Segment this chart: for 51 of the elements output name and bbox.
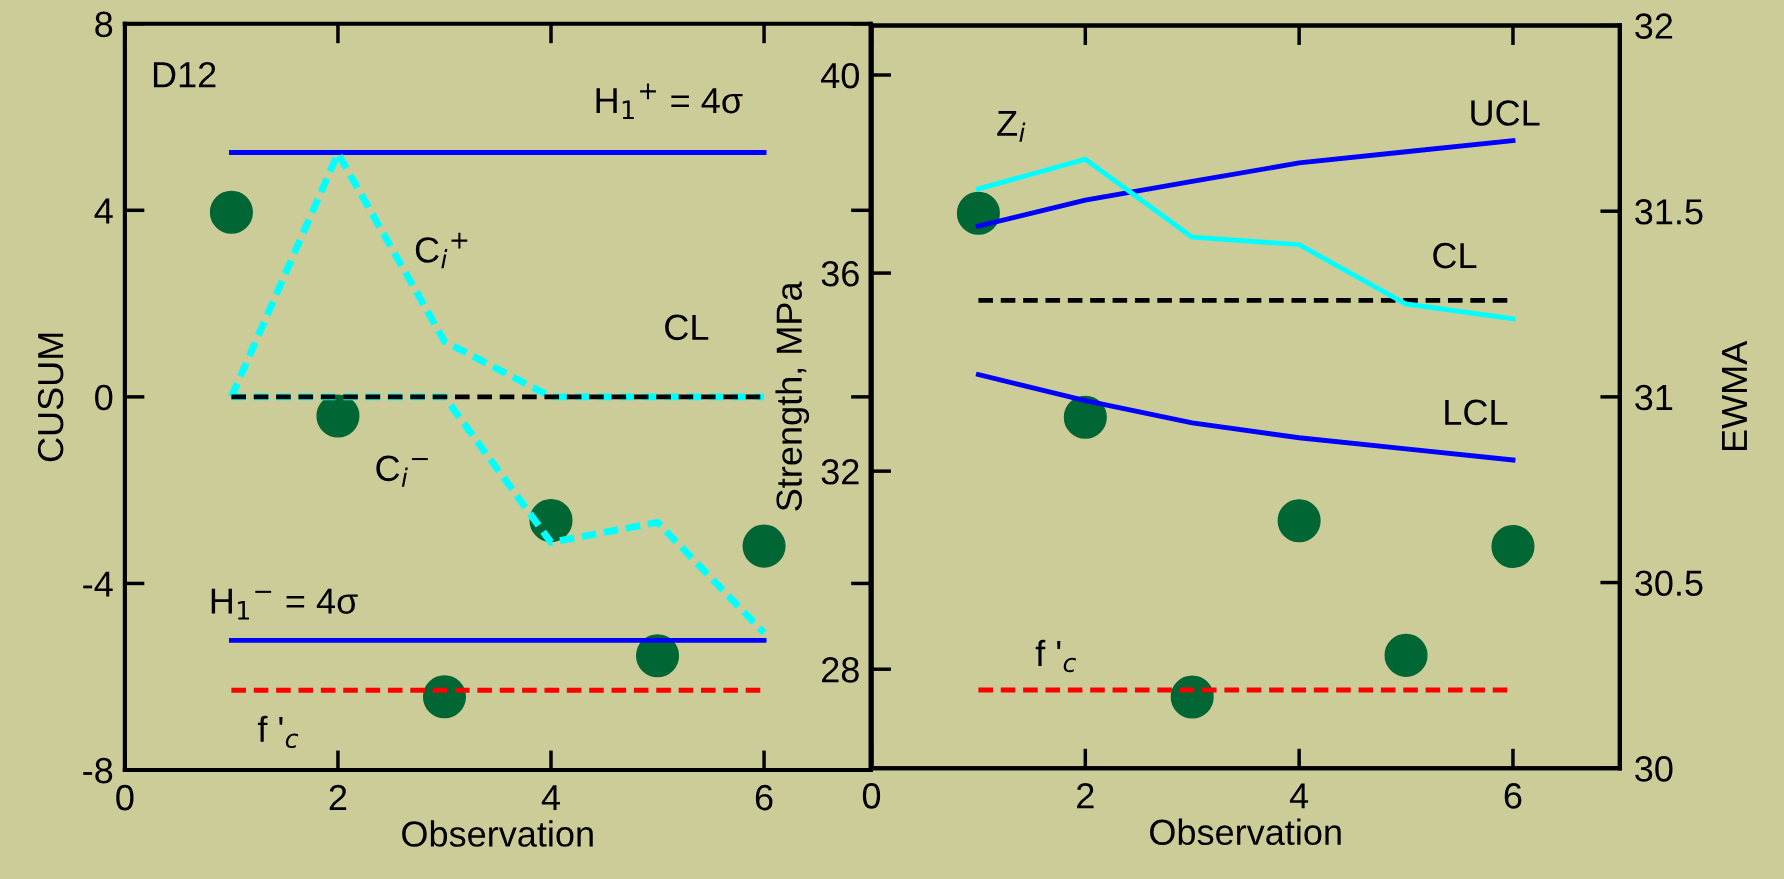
y-axis-title: Strength, MPa [775,281,810,511]
annotation: UCL [1471,100,1540,126]
x-tick-label: 0 [116,784,134,811]
annotation: C$_{i}$$^{−}$ [376,455,428,487]
point [422,675,466,719]
y-tick-label: 36 [821,260,859,287]
annotation: H$_{1}$$^{−}$ = 4σ [211,588,358,620]
y2-axis-title: EWMA [1722,340,1747,451]
y-tick-label: 28 [822,657,859,683]
y-tick-label: 8 [95,11,113,38]
point [209,190,253,234]
x-tick-label: 0 [862,783,881,809]
point [316,394,360,438]
point [1063,395,1107,439]
point [1277,499,1321,543]
annotation: LCL [1445,399,1508,426]
y-tick-label: 4 [94,198,113,224]
annotation: D12 [153,62,216,88]
y-axis-title: CUSUM [37,333,64,462]
annotation: Z$_{i}$ [997,110,1026,142]
y-tick-label: -8 [83,757,113,784]
x-tick-label: 6 [755,784,773,811]
annotation: H$_{1}$$^{+}$ = 4σ [596,83,743,120]
y-tick-label: 32 [821,459,859,485]
y2-tick-label: 32 [1635,13,1673,39]
y2-tick-label: 31.5 [1635,199,1703,225]
y-tick-label: -4 [83,571,113,597]
point [1491,524,1535,568]
x-tick-label: 2 [329,784,347,811]
x-axis-title: Observation [402,820,593,847]
line-series [975,372,1516,463]
y-tick-label: 0 [95,384,113,411]
x-tick-label: 6 [1504,783,1522,809]
y2-tick-label: 31 [1635,384,1673,411]
x-tick-label: 2 [1077,783,1094,809]
y2-tick-label: 30 [1635,756,1673,782]
annotation: CL [1433,242,1477,269]
y2-tick-label: 30.5 [1635,570,1703,596]
x-axis-title: Observation [1150,818,1341,846]
point [956,191,1000,235]
x-tick-label: 4 [541,785,560,811]
point [1384,633,1428,677]
annotation: CL [665,314,709,341]
y-tick-label: 40 [821,62,859,89]
line-series [975,156,1516,322]
point [742,524,786,568]
annotation: C$_{i}$$^{+}$ [415,232,468,269]
annotation: f '$_{c}$ [1035,639,1077,673]
x-tick-label: 4 [1289,783,1309,809]
annotation: f '$_{c}$ [257,715,299,749]
point [1170,675,1214,719]
